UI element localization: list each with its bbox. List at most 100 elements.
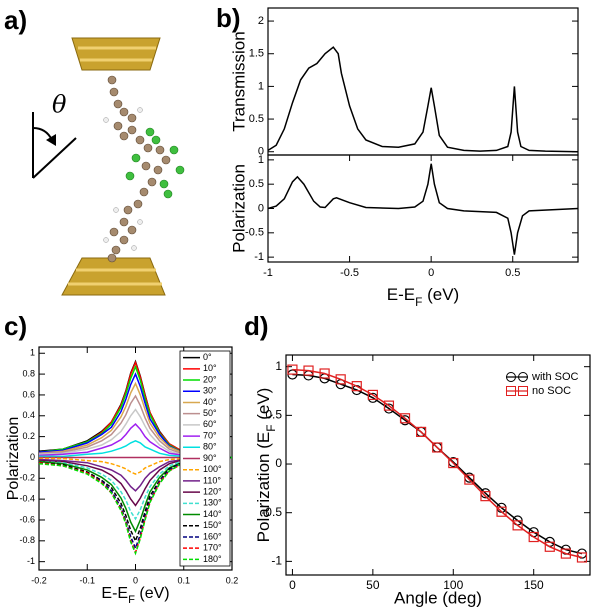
data-line	[38, 456, 232, 492]
panel-label: b)	[216, 3, 241, 33]
legend-label: 150°	[203, 520, 222, 530]
x-axis-label: Angle (deg)	[394, 588, 482, 607]
x-tick-label: -1	[263, 267, 273, 279]
marker	[432, 442, 443, 453]
marker	[528, 531, 539, 543]
data-line	[292, 368, 583, 559]
x-tick-label: -0.5	[340, 267, 359, 279]
y-tick-label: 0.8	[22, 368, 35, 378]
marker	[448, 457, 459, 469]
data-line	[39, 456, 232, 475]
marker	[416, 426, 427, 438]
y-tick-label: -0.4	[19, 494, 35, 504]
legend-label: 60°	[203, 419, 217, 429]
y-tick-label: 1	[30, 348, 35, 358]
molecule	[61, 37, 185, 296]
x-tick-label: 0	[428, 267, 434, 279]
data-line	[38, 423, 232, 459]
plot-frame	[285, 354, 591, 576]
y-tick-label: 0	[275, 456, 282, 470]
y-tick-label: -0.5	[245, 227, 264, 239]
y-tick-label: -0.2	[19, 473, 35, 483]
y-tick-label: 0	[30, 452, 35, 462]
y-tick-label: 1	[275, 359, 282, 373]
panel-label: a)	[4, 5, 27, 35]
marker	[512, 520, 523, 531]
y-tick-label: -0.8	[19, 535, 35, 545]
marker	[287, 364, 298, 375]
y-tick-label: -0.5	[261, 505, 282, 519]
legend-marker	[506, 386, 516, 396]
y-tick-label: 0.5	[249, 113, 264, 125]
marker	[335, 374, 346, 385]
x-axis-label-part: F	[128, 594, 135, 606]
data-line	[38, 394, 233, 459]
x-tick-label: 100	[443, 578, 463, 592]
legend-label: 30°	[203, 386, 217, 396]
data-line	[38, 408, 232, 459]
legend-label: 50°	[203, 408, 217, 418]
hydrogen-atoms	[103, 107, 143, 251]
legend-label: 20°	[203, 374, 217, 384]
y-axis-label-part: F	[264, 425, 278, 432]
x-tick-label: 0	[133, 575, 138, 585]
legend-marker	[518, 372, 528, 382]
legend-label: 80°	[203, 442, 217, 452]
x-tick-label: 150	[524, 578, 544, 592]
atoms	[107, 75, 171, 263]
x-tick-label: 0	[289, 578, 296, 592]
marker	[544, 541, 555, 552]
y-axis-label-part: (eV)	[254, 388, 273, 425]
panel-label: d)	[244, 311, 269, 341]
legend-label: 10°	[203, 363, 217, 373]
y-tick-label: 0.6	[22, 389, 35, 399]
marker	[464, 474, 475, 485]
marker	[399, 413, 411, 424]
y-axis-label-part: Polarization (E	[254, 432, 273, 543]
y-tick-label: -1	[254, 251, 264, 263]
data-line	[38, 381, 233, 459]
y-tick-label: 0.5	[249, 178, 264, 190]
y-tick-label: 2	[258, 15, 264, 27]
y-tick-label: 0	[258, 146, 264, 158]
x-axis-label-part: E-E	[101, 585, 128, 602]
marker	[351, 381, 362, 392]
x-tick-label: 0.2	[226, 575, 239, 585]
x-axis-label-part: (eV)	[422, 285, 459, 304]
x-tick-label: -0.1	[79, 575, 95, 585]
x-axis-label: E-EF (eV)	[387, 285, 459, 309]
x-tick-label: 0.1	[177, 575, 190, 585]
x-axis-label-part: (eV)	[135, 585, 170, 602]
y-tick-label: 1	[258, 154, 264, 166]
legend-label: 40°	[203, 397, 217, 407]
data-line	[267, 46, 579, 153]
marker	[496, 506, 507, 517]
x-tick-label: -0.2	[31, 575, 47, 585]
data-line	[38, 456, 232, 507]
legend-marker	[506, 372, 516, 382]
legend-label: 170°	[203, 543, 222, 553]
arrow-head	[46, 134, 56, 146]
x-axis-label: E-EF (eV)	[101, 585, 169, 606]
x-axis-label-part: E-E	[387, 285, 415, 304]
marker	[480, 491, 491, 502]
data-line	[38, 456, 233, 556]
y-tick-label: -1	[27, 556, 35, 566]
electrode	[71, 37, 161, 71]
legend-label: 130°	[203, 498, 222, 508]
panel-label: c)	[4, 311, 27, 341]
legend-label: 110°	[203, 475, 221, 485]
y-tick-label: -0.6	[19, 514, 35, 524]
y-tick-label: 0.2	[22, 431, 35, 441]
y-axis-label: Transmission	[229, 31, 248, 131]
x-tick-label: 0.5	[505, 267, 520, 279]
chlorine-atoms	[125, 127, 185, 199]
marker	[560, 548, 571, 559]
x-axis-label-part: F	[415, 295, 422, 309]
legend-label: 90°	[203, 453, 217, 463]
y-axis-label: Polarization (EF (eV)	[254, 388, 278, 543]
legend-label: no SOC	[532, 385, 571, 397]
y-axis-label: Polarization	[5, 417, 22, 501]
y-tick-label: -1	[271, 554, 282, 568]
